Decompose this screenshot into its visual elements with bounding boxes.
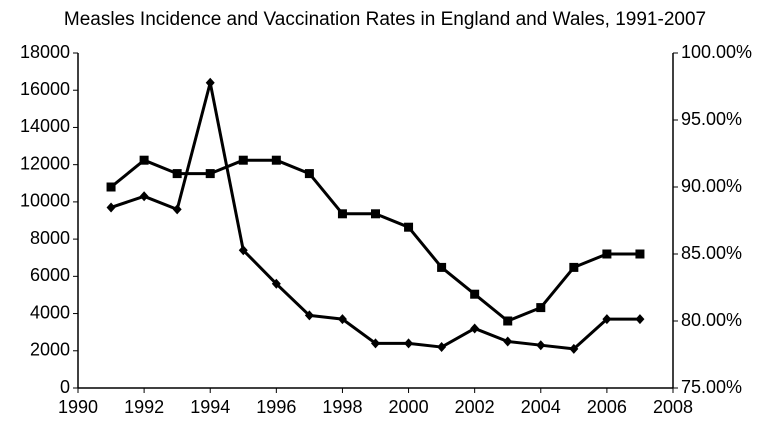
x-tick-label: 1992 (124, 397, 164, 417)
y2-tick-label: 75.00% (681, 377, 742, 397)
diamond-marker (337, 314, 347, 325)
y-tick-label: 8000 (30, 228, 70, 248)
square-marker (437, 262, 447, 272)
y2-tick-label: 80.00% (681, 310, 742, 330)
square-marker (304, 169, 314, 179)
square-marker (404, 222, 414, 232)
diamond-marker (172, 204, 182, 215)
y-tick-label: 2000 (30, 340, 70, 360)
y-tick-label: 6000 (30, 265, 70, 285)
diamond-marker (106, 202, 116, 213)
diamond-marker (238, 245, 248, 256)
x-tick-label: 2002 (455, 397, 495, 417)
diamond-marker (602, 314, 612, 325)
diamond-marker (404, 338, 414, 349)
x-tick-label: 1990 (58, 397, 98, 417)
diamond-marker (635, 314, 645, 325)
square-marker (470, 289, 480, 299)
square-marker (635, 249, 645, 259)
y-tick-label: 4000 (30, 302, 70, 322)
x-tick-label: 2004 (521, 397, 561, 417)
x-tick-label: 2006 (587, 397, 627, 417)
x-tick-label: 1994 (190, 397, 230, 417)
diamond-marker (536, 340, 546, 351)
square-marker (337, 209, 347, 219)
square-marker (602, 249, 612, 259)
y2-tick-label: 100.00% (681, 42, 752, 62)
x-tick-label: 1998 (322, 397, 362, 417)
y-tick-label: 10000 (20, 191, 70, 211)
square-marker (106, 182, 116, 192)
diamond-marker (271, 278, 281, 289)
square-marker (271, 155, 281, 165)
diamond-marker (205, 77, 215, 88)
y-tick-label: 0 (60, 377, 70, 397)
square-marker (172, 169, 182, 179)
x-tick-label: 2008 (653, 397, 693, 417)
diamond-marker (304, 310, 314, 321)
square-marker (238, 155, 248, 165)
x-tick-label: 2000 (389, 397, 429, 417)
diamond-marker (371, 338, 380, 349)
x-tick-label: 1996 (256, 397, 296, 417)
y2-tick-label: 90.00% (681, 176, 742, 196)
y-tick-label: 16000 (20, 79, 70, 99)
square-marker (205, 169, 215, 179)
square-marker (569, 262, 579, 272)
y-tick-label: 14000 (20, 116, 70, 136)
y2-tick-label: 95.00% (681, 109, 742, 129)
y2-tick-label: 85.00% (681, 243, 742, 263)
diamond-marker (503, 336, 513, 347)
chart-title: Measles Incidence and Vaccination Rates … (64, 9, 706, 30)
y-tick-label: 12000 (20, 153, 70, 173)
diamond-marker (569, 343, 579, 354)
diamond-marker (437, 342, 447, 353)
square-marker (371, 209, 380, 219)
square-marker (536, 303, 546, 313)
square-marker (503, 316, 513, 326)
square-marker (139, 155, 149, 165)
diamond-marker (470, 323, 480, 334)
diamond-marker (139, 191, 149, 202)
series-line (110, 158, 640, 323)
y-tick-label: 18000 (20, 42, 70, 62)
